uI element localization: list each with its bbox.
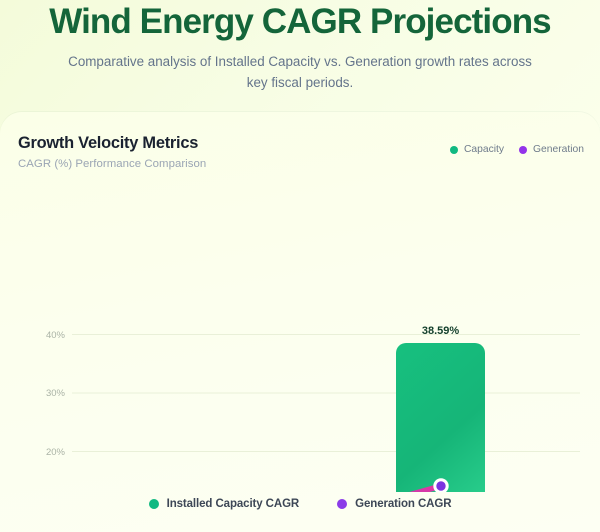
top-legend-item-generation[interactable]: Generation (519, 144, 584, 155)
bottom-legend: Installed Capacity CAGR Generation CAGR (0, 498, 600, 510)
top-legend-item-capacity[interactable]: Capacity (449, 144, 505, 155)
chart-card-titles: Growth Velocity Metrics CAGR (%) Perform… (18, 134, 206, 170)
chart-y-axis-labels: 40% 30% 20% 10% 0% (46, 330, 66, 458)
page-subtitle: Comparative analysis of Installed Capaci… (68, 54, 532, 90)
top-legend-label: Capacity (463, 144, 505, 155)
legend-dot-icon (519, 145, 528, 154)
y-tick-label: 40% (46, 330, 66, 341)
line-point-markers (433, 478, 449, 492)
bottom-legend-item-installed-capacity-cagr[interactable]: Installed Capacity CAGR (148, 498, 300, 510)
chart-title: Growth Velocity Metrics (18, 134, 199, 152)
y-tick-label: 30% (46, 388, 66, 399)
bottom-legend-label: Generation CAGR (355, 498, 452, 510)
chart-card-header: Growth Velocity Metrics CAGR (%) Perform… (18, 134, 584, 170)
bar-2022-23-to-2025-26[interactable] (396, 343, 485, 492)
line-point-2022-23-to-2025-26[interactable] (433, 478, 449, 492)
chart-card: Growth Velocity Metrics CAGR (%) Perform… (0, 112, 600, 532)
chart-svg: 40% 30% 20% 10% 0% 3.59% 38.59% (46, 325, 580, 492)
legend-dot-icon (337, 499, 348, 509)
legend-dot-icon (148, 499, 159, 509)
top-legend-label: Generation (533, 144, 584, 155)
bottom-legend-label: Installed Capacity CAGR (166, 498, 300, 510)
legend-dot-icon (449, 145, 458, 154)
top-legend: Capacity Generation (449, 134, 584, 155)
hero-section: Wind Energy CAGR Projections Comparative… (0, 0, 600, 93)
chart-plot-area: 40% 30% 20% 10% 0% 3.59% 38.59% (0, 112, 600, 492)
page-title: Wind Energy CAGR Projections (49, 2, 551, 41)
y-tick-label: 20% (46, 447, 66, 458)
chart-gridlines (72, 334, 580, 452)
chart-subtitle: CAGR (%) Performance Comparison (18, 158, 207, 170)
bar-group-capacity (396, 343, 485, 492)
bottom-legend-item-generation-cagr[interactable]: Generation CAGR (337, 498, 452, 510)
bar-value-label-2: 38.59% (422, 325, 460, 337)
